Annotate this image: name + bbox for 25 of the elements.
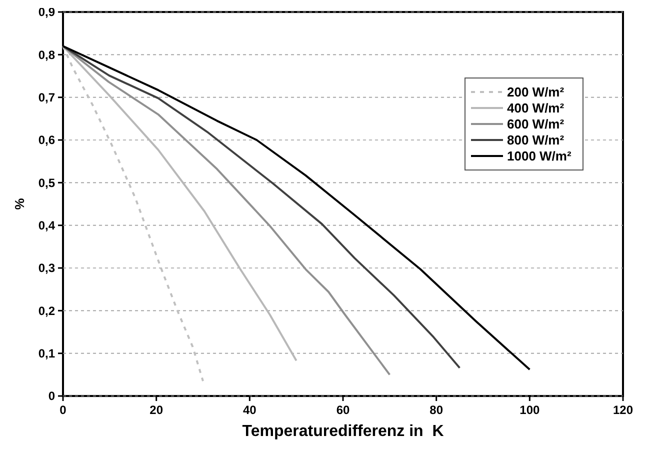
legend-label: 400 W/m² <box>507 100 565 116</box>
y-tick-label: 0,5 <box>38 176 56 190</box>
x-axis-title: Temperaturedifferenz in K <box>242 423 444 440</box>
legend-label: 800 W/m² <box>507 132 565 148</box>
y-tick-label: 0,9 <box>38 5 56 20</box>
y-tick-label: 0,1 <box>38 346 56 361</box>
y-tick-label: 0,3 <box>38 261 56 276</box>
x-tick-label: 20 <box>150 403 164 417</box>
line-series <box>62 45 461 369</box>
y-tick-label: 0 <box>48 389 56 404</box>
y-tick-label: 0,4 <box>38 218 56 233</box>
x-tick-label: 40 <box>242 403 257 417</box>
y-axis-title: % <box>12 198 27 210</box>
legend-label: 600 W/m² <box>507 116 565 132</box>
x-tick-label: 0 <box>60 403 67 417</box>
x-tick-label: 100 <box>520 403 540 417</box>
legend-label: 200 W/m² <box>507 84 565 100</box>
y-tick-label: 0,7 <box>38 90 56 105</box>
x-tick-label: 120 <box>612 403 634 417</box>
legend-label: 1000 W/m² <box>507 148 572 164</box>
x-tick-label: 80 <box>430 403 444 417</box>
x-tick-label: 60 <box>336 403 350 417</box>
y-tick-label: 0,2 <box>38 304 56 318</box>
y-tick-label: 0,8 <box>38 48 56 62</box>
y-tick-label: 0,6 <box>38 133 56 148</box>
